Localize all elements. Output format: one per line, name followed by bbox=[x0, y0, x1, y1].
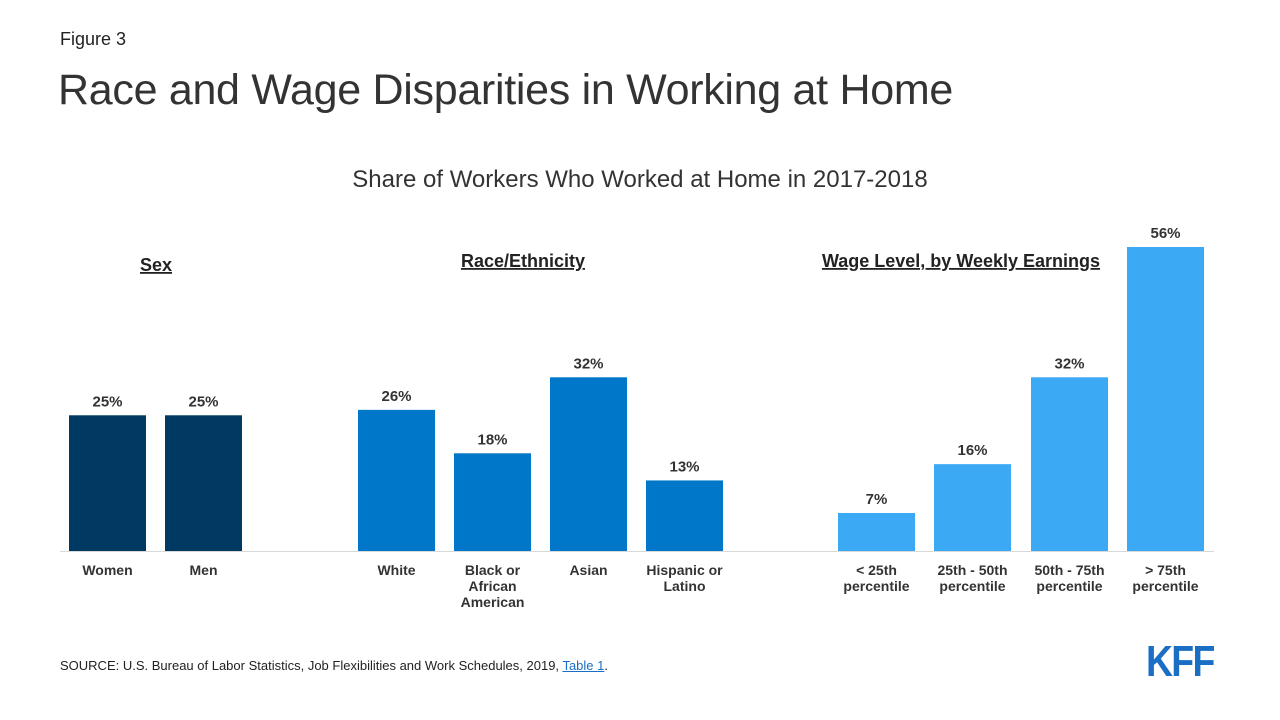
category-label: 50th - 75th bbox=[1034, 562, 1104, 578]
category-label: Latino bbox=[664, 578, 706, 594]
category-label: percentile bbox=[1132, 578, 1198, 594]
category-label: > 75th bbox=[1145, 562, 1186, 578]
group-title: Wage Level, by Weekly Earnings bbox=[822, 251, 1100, 271]
source-suffix: . bbox=[604, 658, 608, 673]
group-title: Race/Ethnicity bbox=[461, 251, 585, 271]
bar bbox=[1031, 377, 1108, 551]
category-label: Black or bbox=[465, 562, 521, 578]
source-link[interactable]: Table 1 bbox=[562, 658, 605, 673]
bar bbox=[454, 453, 531, 551]
data-label: 13% bbox=[669, 458, 699, 475]
category-label: American bbox=[461, 594, 525, 610]
category-label: White bbox=[377, 562, 415, 578]
category-label: percentile bbox=[939, 578, 1005, 594]
data-label: 16% bbox=[957, 442, 987, 459]
bar bbox=[646, 480, 723, 551]
figure-label: Figure 3 bbox=[60, 29, 127, 49]
category-label: percentile bbox=[1036, 578, 1102, 594]
bar bbox=[550, 377, 627, 551]
chart-title: Share of Workers Who Worked at Home in 2… bbox=[352, 166, 928, 193]
category-label: African bbox=[468, 578, 516, 594]
bar bbox=[934, 464, 1011, 551]
category-label: percentile bbox=[843, 578, 909, 594]
group-title: Sex bbox=[140, 255, 172, 275]
data-label: 32% bbox=[573, 355, 603, 372]
source-note: SOURCE: U.S. Bureau of Labor Statistics,… bbox=[60, 658, 608, 673]
data-label: 56% bbox=[1150, 225, 1180, 242]
category-label: Hispanic or bbox=[646, 562, 723, 578]
bar bbox=[1127, 247, 1204, 551]
category-label: < 25th bbox=[856, 562, 897, 578]
page-title: Race and Wage Disparities in Working at … bbox=[58, 66, 953, 114]
category-label: Asian bbox=[569, 562, 607, 578]
bar bbox=[358, 409, 435, 551]
category-label: Women bbox=[82, 562, 132, 578]
data-label: 7% bbox=[866, 491, 888, 508]
data-label: 26% bbox=[381, 388, 411, 405]
bar bbox=[165, 415, 242, 551]
data-label: 18% bbox=[477, 431, 507, 448]
data-label: 25% bbox=[92, 393, 122, 410]
category-label: 25th - 50th bbox=[937, 562, 1007, 578]
source-text: SOURCE: U.S. Bureau of Labor Statistics,… bbox=[60, 658, 563, 673]
category-label: Men bbox=[190, 562, 218, 578]
data-label: 25% bbox=[188, 393, 218, 410]
data-label: 32% bbox=[1054, 355, 1084, 372]
kff-logo: KFF bbox=[1146, 637, 1215, 686]
bar bbox=[69, 415, 146, 551]
bar bbox=[838, 513, 915, 551]
